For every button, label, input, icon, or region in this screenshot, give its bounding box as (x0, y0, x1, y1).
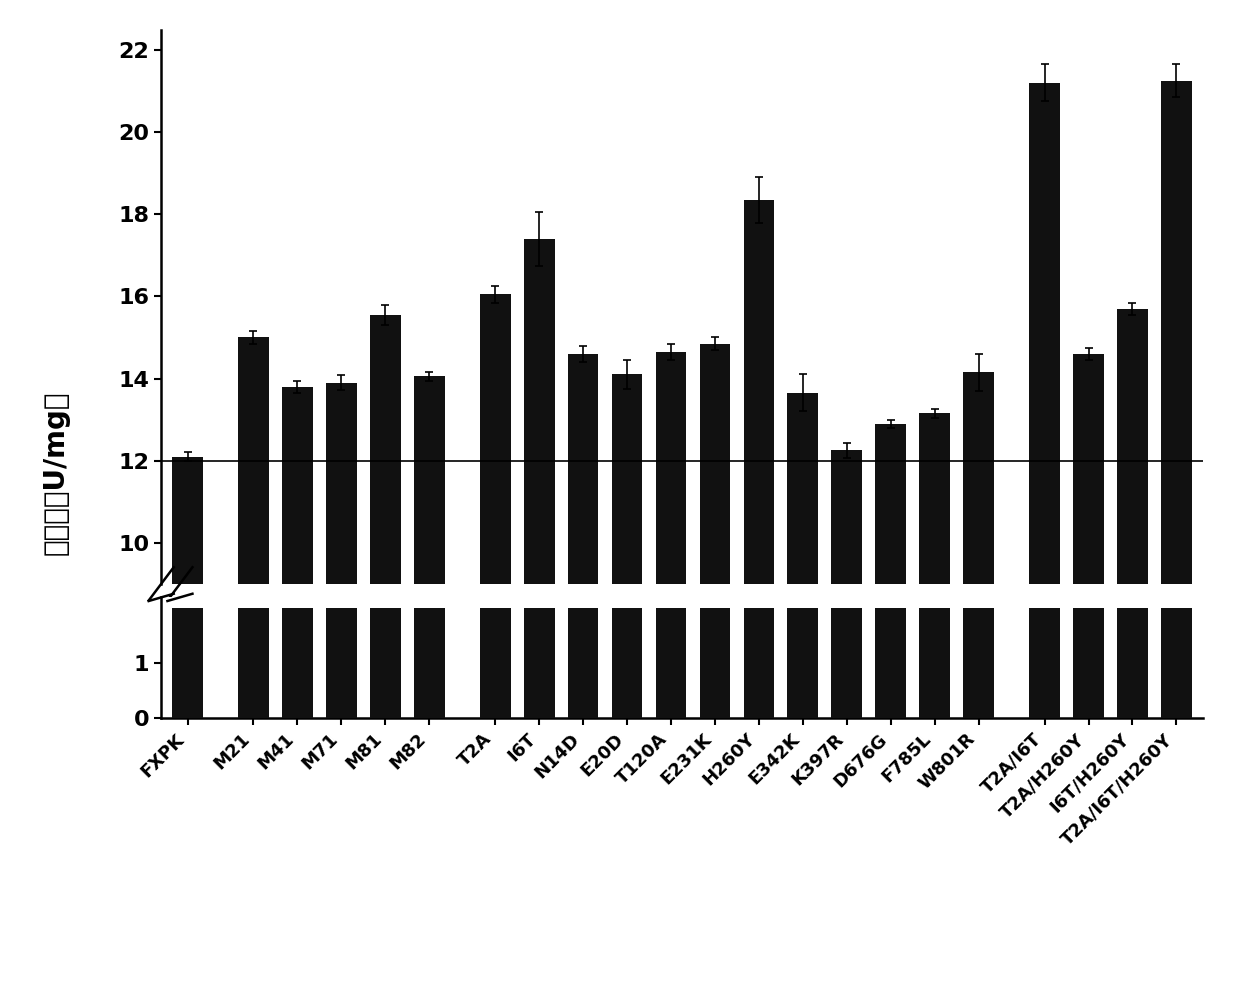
Bar (963, 372, 994, 953)
Bar (787, 393, 818, 953)
Bar (370, 608, 401, 718)
Bar (656, 608, 687, 718)
Bar (568, 608, 599, 718)
Bar (656, 352, 687, 953)
Bar (568, 354, 599, 953)
Bar (963, 608, 994, 718)
Text: 比酵活（U/mg）: 比酵活（U/mg） (42, 390, 69, 555)
Bar (611, 375, 642, 953)
Bar (1117, 309, 1148, 953)
Bar (744, 608, 774, 718)
Bar (787, 608, 818, 718)
Bar (414, 608, 445, 718)
Bar (523, 608, 554, 718)
Bar (172, 457, 203, 953)
Bar (832, 608, 862, 718)
Bar (370, 315, 401, 953)
Bar (875, 608, 906, 718)
Bar (744, 200, 774, 953)
Bar (1029, 608, 1060, 718)
Bar (919, 608, 950, 718)
Bar (238, 338, 269, 953)
Bar (326, 383, 357, 953)
Bar (1073, 608, 1104, 718)
Bar (699, 608, 730, 718)
Bar (480, 608, 511, 718)
Bar (919, 413, 950, 953)
Bar (1029, 83, 1060, 953)
Bar (1073, 354, 1104, 953)
Bar (281, 608, 312, 718)
Bar (832, 451, 862, 953)
Bar (414, 377, 445, 953)
Bar (480, 294, 511, 953)
Bar (1161, 81, 1192, 953)
Bar (611, 608, 642, 718)
Bar (875, 424, 906, 953)
Bar (699, 343, 730, 953)
Bar (238, 608, 269, 718)
Bar (523, 239, 554, 953)
Bar (281, 387, 312, 953)
Bar (172, 608, 203, 718)
Bar (1117, 608, 1148, 718)
Bar (1161, 608, 1192, 718)
Bar (326, 608, 357, 718)
